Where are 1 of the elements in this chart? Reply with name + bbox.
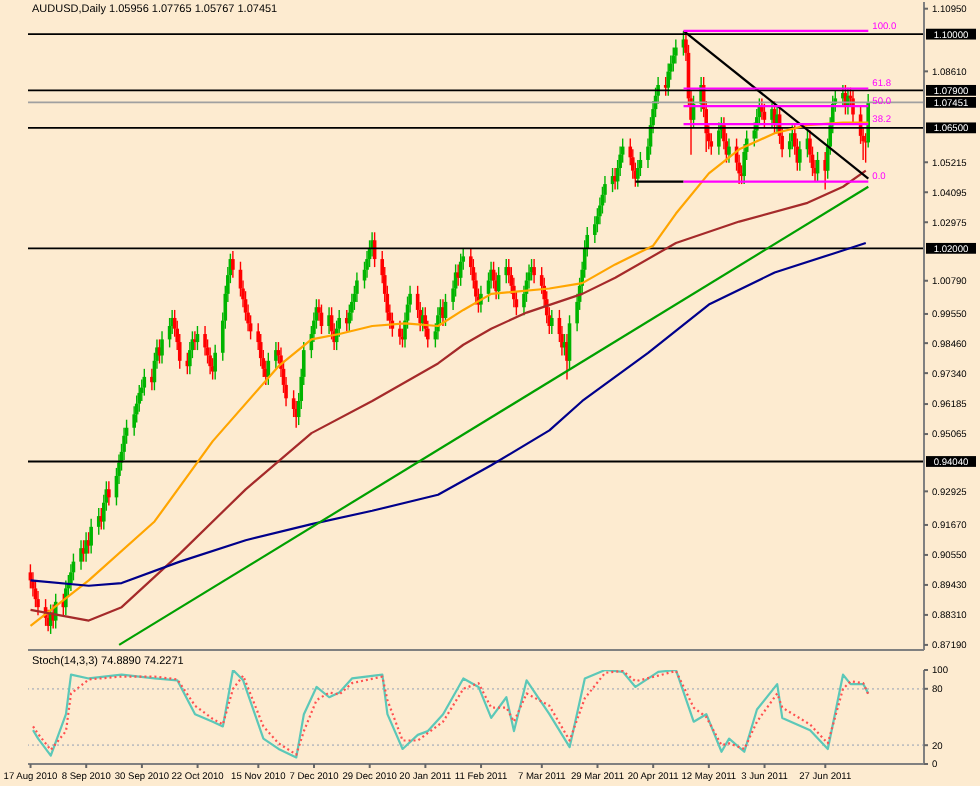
line-series [29, 241, 867, 587]
